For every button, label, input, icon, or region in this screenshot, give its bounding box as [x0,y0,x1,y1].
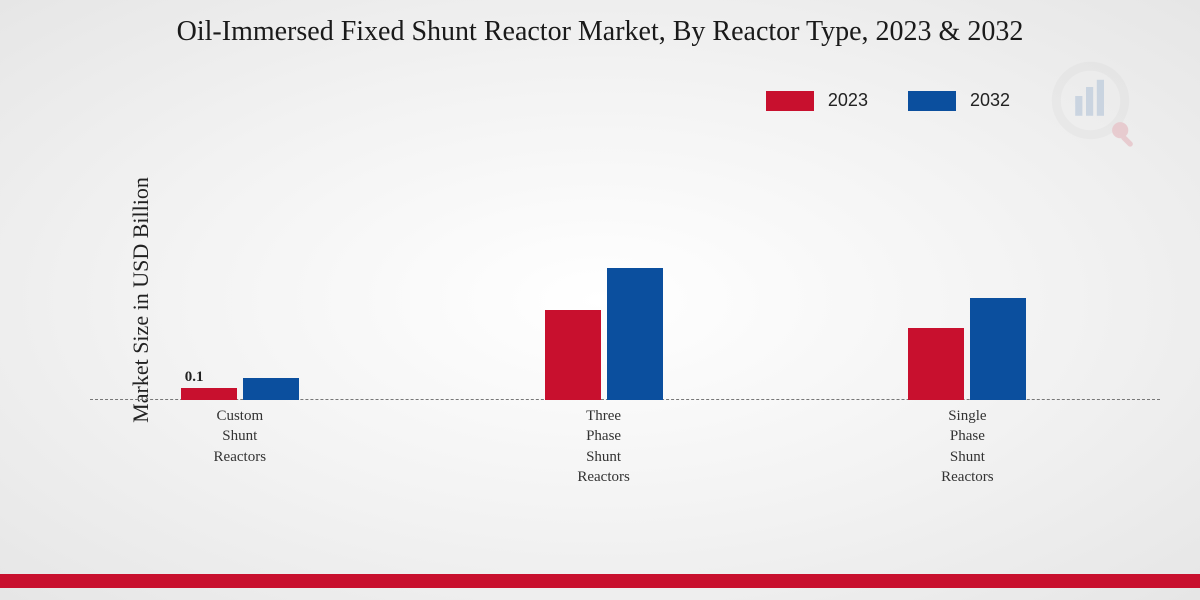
category-label-single_phase: Single Phase Shunt Reactors [941,406,993,487]
legend-label-2032: 2032 [970,90,1010,111]
legend-label-2023: 2023 [828,90,868,111]
bar-custom-2023: 0.1 [181,388,237,400]
legend-item-2023: 2023 [766,90,868,111]
legend: 2023 2032 [766,90,1010,111]
bar-custom-2032 [243,378,299,400]
bar-group-single_phase: Single Phase Shunt Reactors [908,298,1026,400]
category-label-three_phase: Three Phase Shunt Reactors [577,406,629,487]
legend-item-2032: 2032 [908,90,1010,111]
legend-swatch-2032 [908,91,956,111]
value-label-custom: 0.1 [185,369,204,386]
legend-swatch-2023 [766,91,814,111]
category-label-custom: Custom Shunt Reactors [214,406,266,467]
bar-group-custom: 0.1Custom Shunt Reactors [181,378,299,400]
bar-single_phase-2023 [908,328,964,400]
plot-area: 2023 2032 0.1Custom Shunt ReactorsThree … [90,90,1160,510]
bar-group-three_phase: Three Phase Shunt Reactors [545,268,663,400]
bar-three_phase-2032 [607,268,663,400]
bar-three_phase-2023 [545,310,601,400]
chart-title: Oil-Immersed Fixed Shunt Reactor Market,… [0,16,1200,48]
bar-single_phase-2032 [970,298,1026,400]
footer-accent-band [0,574,1200,588]
chart-canvas: Oil-Immersed Fixed Shunt Reactor Market,… [0,0,1200,600]
